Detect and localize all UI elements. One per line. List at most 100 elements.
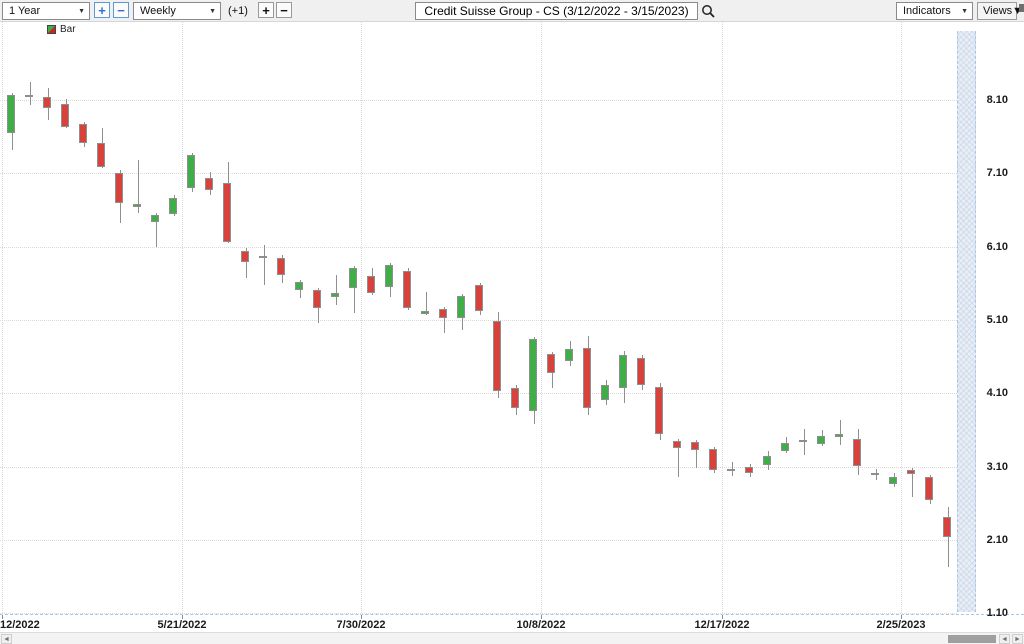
add-bar-button[interactable]: + [258,2,274,18]
candle-wick [353,265,355,313]
candle-2022-06-11 [222,182,231,243]
candle-2022-04-30 [114,173,123,203]
candle-2022-11-26 [654,386,663,434]
candle-2022-07-02 [276,257,285,276]
candle-wick [695,440,697,469]
bar-series-icon [47,25,56,34]
candle-2022-12-24 [726,468,735,471]
zoom-out-button[interactable]: − [113,2,129,18]
chevron-down-icon: ▼ [1012,5,1024,17]
scroll-left-arrow-icon[interactable]: ◄ [999,634,1010,644]
price-gridline [0,613,957,615]
candle-2022-12-03 [672,440,681,449]
x-axis-tick [361,615,362,619]
scroll-right-arrow-icon[interactable]: ► [1012,634,1023,644]
collapsed-panel-splitter[interactable] [957,31,976,612]
views-button[interactable]: Views ▼ [977,2,1023,20]
y-axis-label: 5.10 [986,313,1008,326]
x-axis-label: 2/25/2023 [876,619,926,631]
candle-2022-10-29 [582,347,591,408]
candle-wick [29,81,31,106]
candle-2023-01-07 [762,456,771,466]
candle-2022-11-05 [600,385,609,400]
horizontal-scrollbar[interactable]: ◄ ◄ ► [0,632,1024,644]
candle-2022-06-04 [204,177,213,191]
series-label: Bar [60,24,76,35]
candle-2022-06-18 [240,251,249,263]
price-gridline [0,466,957,468]
price-gridline [0,246,957,248]
candle-2022-09-24 [492,320,501,392]
date-gridline [2,22,3,615]
candle-2022-04-02 [42,97,51,109]
y-axis-label: 3.10 [986,460,1008,473]
scrollbar-thumb[interactable] [948,635,996,643]
x-axis-tick [2,615,3,619]
series-legend: Bar [47,24,76,35]
candle-2022-10-22 [564,348,573,362]
bar-offset-label: (+1) [228,5,248,17]
candle-2022-10-08 [528,339,537,411]
candle-2022-05-21 [168,198,177,214]
zoom-in-button[interactable]: + [94,2,110,18]
candle-2022-11-19 [636,358,645,386]
candle-2022-08-06 [366,275,375,293]
candle-wick [443,306,445,334]
candle-2022-05-07 [132,204,141,208]
candle-2022-05-14 [150,215,159,222]
chevron-down-icon: ▼ [209,7,216,15]
candle-2022-07-23 [330,292,339,298]
price-gridline [0,319,957,321]
candle-2023-01-21 [798,440,807,443]
range-value: 1 Year [9,5,41,17]
chevron-down-icon: ▼ [961,7,968,15]
indicators-combobox[interactable]: Indicators ▼ [896,2,973,20]
candle-2022-06-25 [258,256,267,259]
y-axis-label: 6.10 [986,240,1008,253]
candle-2022-12-17 [708,449,717,471]
candle-2023-02-25 [888,476,897,485]
candle-2022-03-19 [6,94,15,133]
indicators-label: Indicators [903,5,951,17]
y-axis-label: 4.10 [986,387,1008,400]
candle-2022-03-26 [24,94,33,97]
x-axis-label: 7/30/2022 [336,619,386,631]
views-label: Views [983,5,1013,17]
date-gridline [182,22,183,615]
candle-2023-03-04 [906,470,915,474]
candle-2022-07-09 [294,281,303,290]
date-gridline [901,22,902,615]
candle-2022-09-17 [474,284,483,312]
candle-2022-08-13 [384,264,393,287]
candle-2023-02-04 [834,433,843,437]
y-axis-label: 1.10 [986,607,1008,620]
candle-2022-12-10 [690,441,699,450]
candle-wick [245,248,247,279]
toolbar-grip[interactable] [1019,4,1024,12]
price-gridline [0,100,957,101]
price-gridline [0,393,957,395]
price-gridline [0,173,957,175]
candle-2022-04-23 [96,143,105,167]
chart-area: Bar 8.10 7.10 6.10 5.10 4.10 3.10 2.10 1.10 12/2… [0,22,1024,632]
price-gridline [0,539,957,541]
period-combobox[interactable]: Weekly ▼ [133,2,221,20]
x-axis-label: 5/21/2022 [157,619,207,631]
y-axis-label: 8.10 [986,94,1008,106]
x-axis-tick [182,615,183,619]
search-icon[interactable] [701,2,717,20]
date-gridline [722,22,723,615]
candle-2023-02-18 [870,473,879,476]
period-value: Weekly [140,5,176,17]
candle-2023-01-14 [780,443,789,452]
remove-bar-button[interactable]: − [276,2,292,18]
scroll-left-icon[interactable]: ◄ [1,634,12,644]
candle-2022-05-28 [186,154,195,188]
candle-2022-08-27 [420,311,429,315]
symbol-title-box[interactable]: Credit Suisse Group - CS (3/12/2022 - 3/… [415,2,698,20]
x-axis-tick [541,615,542,619]
range-combobox[interactable]: 1 Year ▼ [2,2,90,20]
candle-wick [263,245,265,285]
candle-wick [677,438,679,477]
